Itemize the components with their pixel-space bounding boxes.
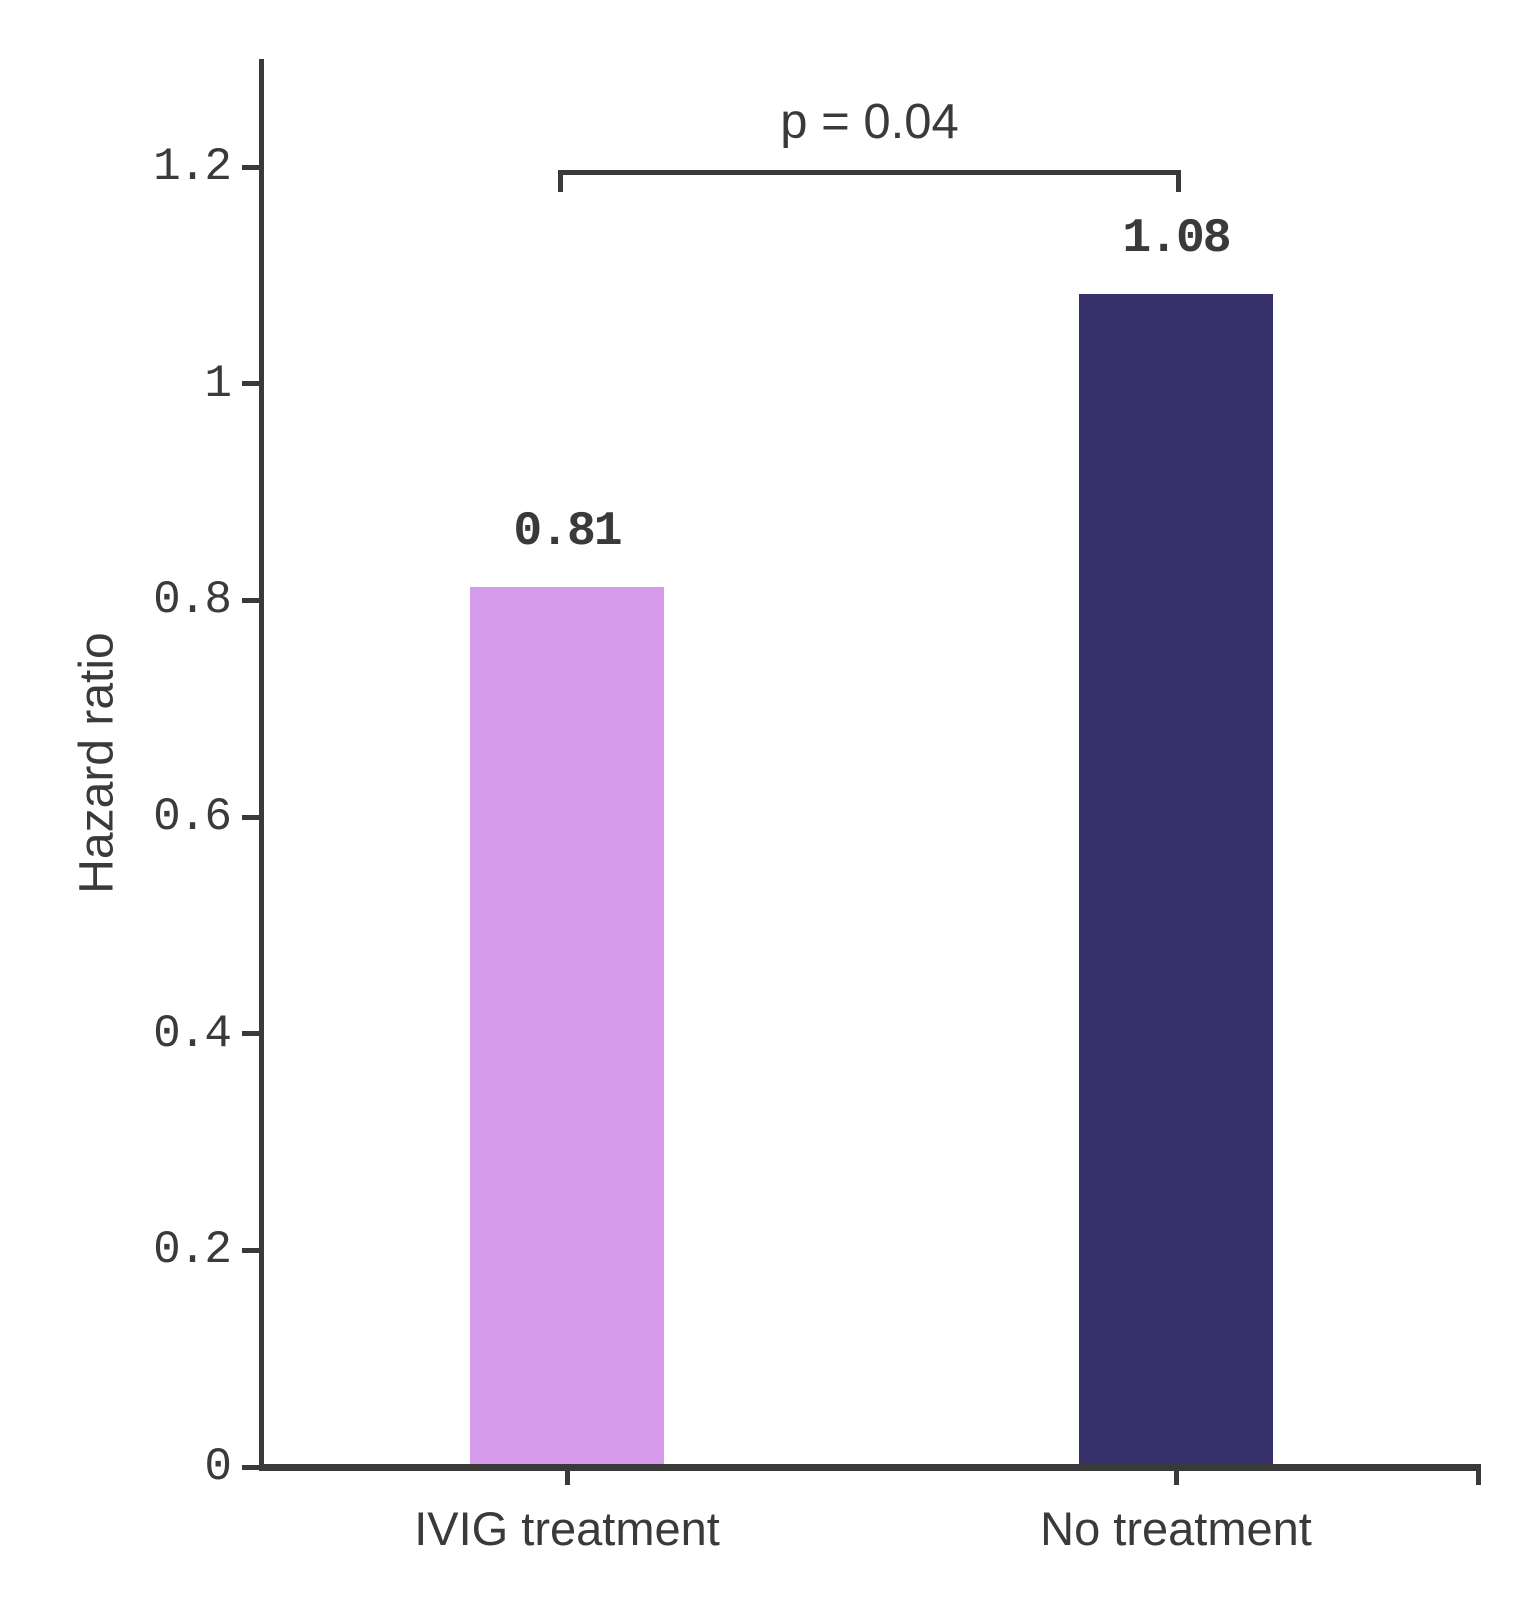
y-tick-mark	[242, 597, 259, 603]
significance-bracket	[558, 170, 1181, 192]
y-tick-mark	[242, 164, 259, 170]
y-axis-line	[259, 59, 264, 1467]
y-tick-label: 0.8	[153, 574, 232, 627]
x-tick-mark	[564, 1471, 570, 1485]
x-axis-end-tick	[1476, 1467, 1481, 1485]
y-tick-label: 0.2	[153, 1224, 232, 1277]
bar-ivig-treatment	[470, 586, 664, 1464]
y-tick-mark	[242, 814, 259, 820]
y-tick-label: 0.4	[153, 1007, 232, 1060]
y-tick-mark	[242, 1247, 259, 1253]
y-tick-label: 0.6	[153, 791, 232, 843]
y-tick-label: 1	[204, 357, 232, 410]
y-tick-label: 0	[204, 1441, 232, 1493]
x-category-label: IVIG treatment	[414, 1502, 720, 1555]
p-value-label: p = 0.04	[780, 95, 959, 149]
x-category-label: No treatment	[1040, 1502, 1312, 1555]
y-tick-mark	[242, 1031, 259, 1037]
bar-value-label: 1.08	[1122, 212, 1231, 266]
y-axis-title: Hazard ratio	[70, 632, 124, 894]
y-tick-label: 1.2	[153, 141, 232, 193]
y-tick-mark	[242, 1464, 259, 1470]
bar-value-label: 0.81	[513, 504, 622, 559]
bar-no-treatment	[1079, 294, 1273, 1464]
x-axis-line	[259, 1464, 1481, 1471]
y-tick-mark	[242, 381, 259, 387]
x-tick-mark	[1173, 1471, 1179, 1485]
